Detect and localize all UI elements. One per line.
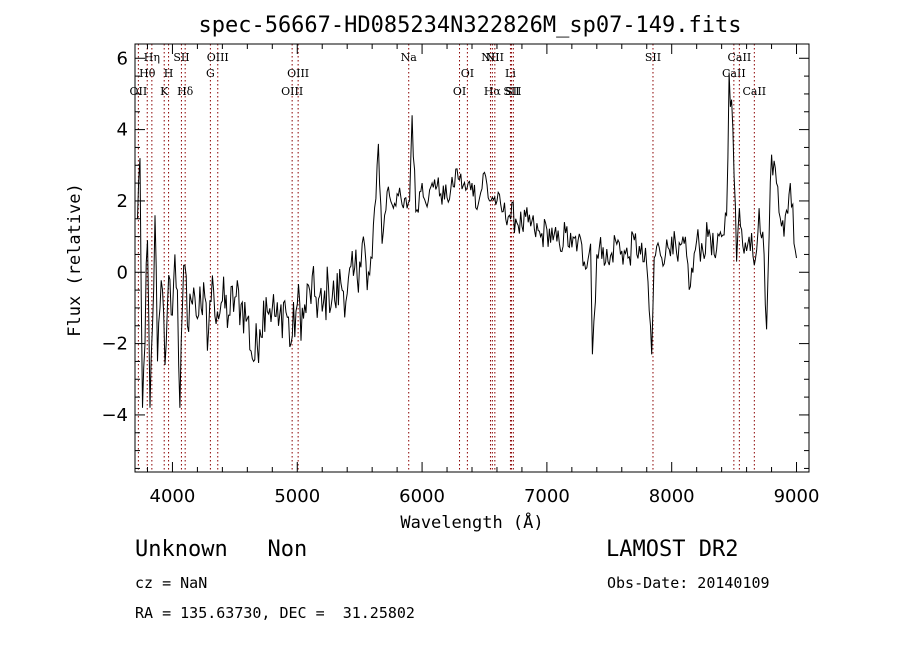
marker-label-3: K [160,85,169,98]
marker-label-2: Hη [144,51,160,64]
y-tick-label-2: 0 [117,262,128,283]
x-tick-label-1: 5000 [274,486,320,507]
marker-label-19: SII [505,85,521,98]
plot-frame [134,43,810,473]
object-class-label: Unknown Non [135,537,308,562]
marker-label-5: SII [173,51,189,64]
y-tick-label-0: −4 [101,405,128,426]
coordinates-label: RA = 135.63730, DEC = 31.25802 [135,604,415,622]
redshift-label: cz = NaN [135,574,208,592]
y-tick-label-1: −2 [101,334,128,355]
x-tick-label-3: 7000 [524,486,570,507]
marker-label-13: OI [461,67,474,80]
marker-label-7: G [206,67,215,80]
marker-label-10: OIII [287,67,309,80]
spectrum-chart: spec-56667-HD085234N322826M_sp07-149.fit… [65,13,820,533]
x-axis: 4000 5000 6000 7000 8000 9000 [146,44,820,507]
spectral-line-markers: OIIHθHηKHSIIHδGOIIIOIIIOIIINaOIOINIIHαNI… [130,44,766,472]
marker-label-11: Na [401,51,418,64]
marker-label-17: Li [505,67,516,80]
marker-label-4: H [164,67,174,80]
marker-label-21: CaII [722,67,746,80]
chart-title: spec-56667-HD085234N322826M_sp07-149.fit… [198,13,741,38]
marker-label-22: CaII [728,51,752,64]
x-tick-label-2: 6000 [399,486,445,507]
marker-label-0: OII [130,85,148,98]
marker-label-12: OI [453,85,466,98]
x-axis-label: Wavelength (Å) [400,511,543,533]
y-tick-label-4: 4 [117,120,128,141]
marker-label-23: CaII [742,85,766,98]
x-tick-label-5: 9000 [774,486,820,507]
obs-date-label: Obs-Date: 20140109 [607,574,770,592]
marker-label-16: NII [486,51,504,64]
marker-label-18: SII [503,85,519,98]
marker-label-8: OIII [207,51,229,64]
marker-label-20: SII [645,51,661,64]
spectrum-series [137,72,797,408]
marker-label-9: OIII [281,85,303,98]
marker-label-1: Hθ [139,67,156,80]
y-tick-label-3: 2 [117,191,128,212]
y-tick-label-5: 6 [117,48,128,69]
survey-label: LAMOST DR2 [606,537,739,562]
y-axis: −4 −2 0 2 4 6 [101,48,809,469]
y-axis-label: Flux (relative) [65,183,85,337]
spectrum-line [137,72,797,408]
marker-label-6: Hδ [177,85,194,98]
x-tick-label-0: 4000 [150,486,196,507]
x-tick-label-4: 8000 [649,486,695,507]
marker-label-15: Hα [484,85,502,98]
